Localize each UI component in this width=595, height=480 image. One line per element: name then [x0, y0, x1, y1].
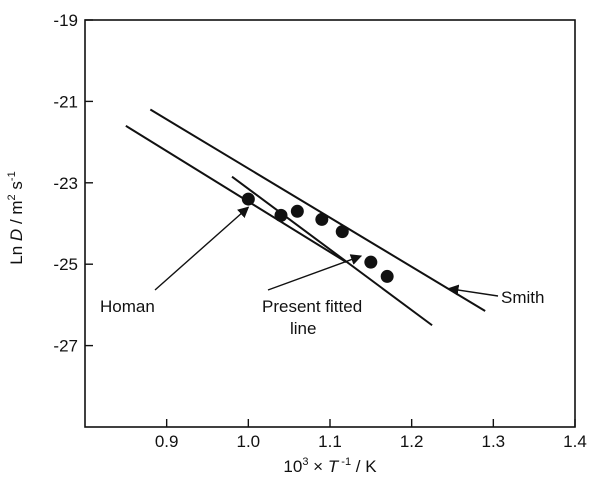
- data-point: [315, 212, 329, 226]
- annotation-arrow: [447, 284, 499, 297]
- data-points: [241, 192, 394, 283]
- y-tick-label: -23: [53, 174, 78, 193]
- x-tick-label: 1.3: [482, 432, 506, 451]
- data-point: [364, 255, 378, 269]
- annotation-label: line: [290, 319, 316, 338]
- data-point: [290, 204, 304, 218]
- fit-lines: [125, 108, 486, 327]
- x-axis-title: 103 × T -1 / K: [283, 456, 377, 476]
- y-tick-label: -21: [53, 92, 78, 111]
- x-tick-label: 1.0: [237, 432, 261, 451]
- x-tick-label: 1.1: [318, 432, 342, 451]
- data-point: [241, 192, 255, 206]
- line-smith: [149, 108, 486, 312]
- data-point: [335, 225, 349, 239]
- annotation-label: Smith: [501, 288, 544, 307]
- y-axis-title: Ln D / m2 s-1: [6, 171, 26, 264]
- annotation-label: Present fitted: [262, 297, 362, 316]
- annotation-label: Homan: [100, 297, 155, 316]
- x-tick-label: 1.2: [400, 432, 424, 451]
- y-tick-label: -27: [53, 337, 78, 356]
- line-homan: [125, 124, 347, 264]
- annotation-arrow: [154, 206, 250, 291]
- y-tick-label: -19: [53, 11, 78, 30]
- data-point: [380, 269, 394, 283]
- y-tick-label: -25: [53, 255, 78, 274]
- annotation-arrow: [267, 254, 363, 291]
- ticks: 0.9 1.0 1.1 1.2 1.3 1.4 -19 -21 -23 -25 -27: [53, 11, 586, 451]
- x-tick-label: 0.9: [155, 432, 179, 451]
- annotations: Homan Present fitted line Smith: [100, 206, 544, 338]
- line-present-fitted-line: [231, 175, 433, 327]
- plot-frame: [84, 19, 576, 428]
- x-tick-label: 1.4: [563, 432, 587, 451]
- data-point: [274, 208, 288, 222]
